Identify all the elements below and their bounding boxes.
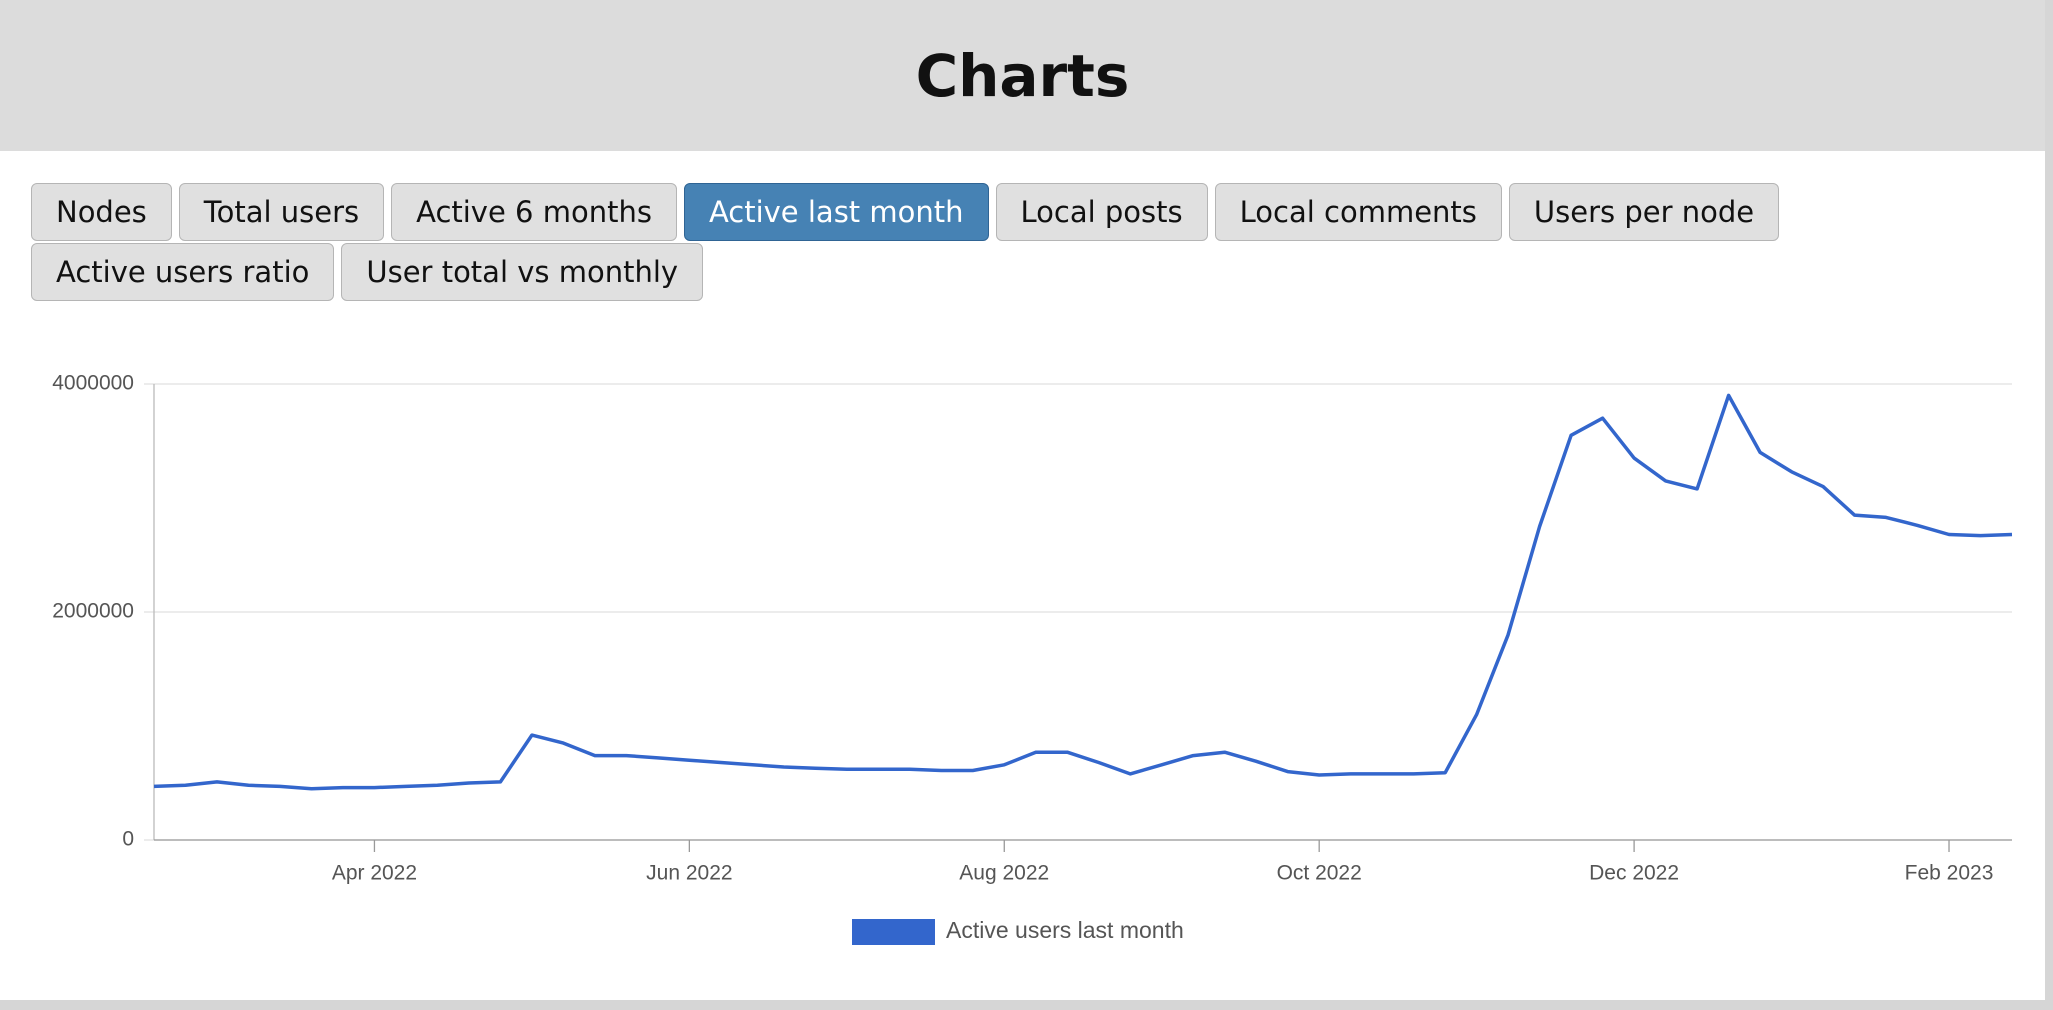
chart-tab[interactable]: Active users ratio (31, 243, 335, 301)
chart-tab[interactable]: Active last month (683, 183, 989, 241)
legend-label: Active users last month (946, 917, 1184, 943)
x-tick-label: Oct 2022 (1277, 862, 1362, 885)
header: Charts (0, 0, 2045, 151)
x-tick-label: Dec 2022 (1589, 862, 1679, 885)
y-tick-label: 0 (122, 828, 134, 851)
page-title: Charts (915, 41, 1130, 110)
legend-swatch (852, 919, 935, 945)
x-tick-label: Aug 2022 (959, 862, 1049, 885)
button-bar: Nodes Total users Active 6 months Active la… (31, 183, 2021, 301)
x-tick-label: Feb 2023 (1905, 862, 1994, 885)
data-line (153, 393, 2013, 791)
chart-tab[interactable]: Users per node (1508, 183, 1780, 241)
x-tick-label: Jun 2022 (646, 862, 732, 885)
chart-tab[interactable]: Local posts (995, 183, 1208, 241)
chart-tab[interactable]: Active 6 months (391, 183, 677, 241)
y-tick-label: 2000000 (52, 600, 134, 623)
y-tick-label: 4000000 (52, 372, 134, 395)
chart-tab[interactable]: Local comments (1214, 183, 1502, 241)
chart-tab[interactable]: Total users (178, 183, 385, 241)
x-tick-label: Apr 2022 (332, 862, 417, 885)
chart-tab[interactable]: User total vs monthly (341, 243, 704, 301)
chart-tab[interactable]: Nodes (31, 183, 172, 241)
